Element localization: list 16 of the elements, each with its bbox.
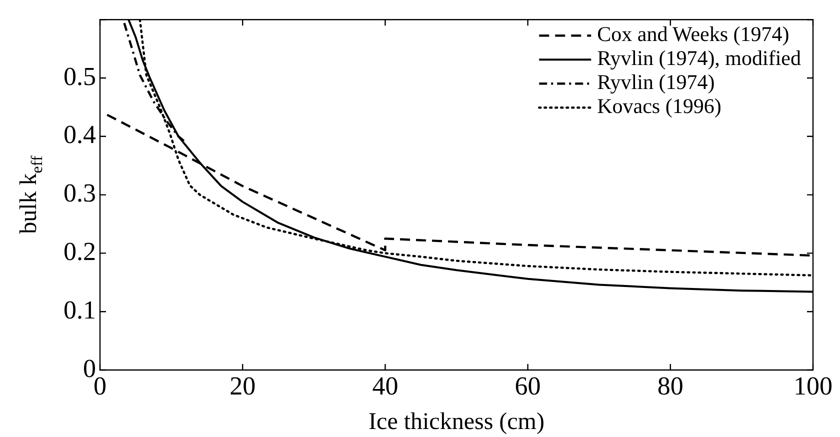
x-tick-label: 100: [794, 371, 832, 400]
legend-label: Ryvlin (1974), modified: [597, 46, 802, 70]
x-axis-title: Ice thickness (cm): [368, 408, 544, 435]
legend-label: Kovacs (1996): [597, 94, 722, 118]
x-tick-label: 40: [372, 371, 398, 400]
legend-label: Cox and Weeks (1974): [597, 22, 790, 46]
y-tick-label: 0.3: [64, 178, 96, 208]
y-axis-title: bulk keff: [16, 155, 46, 234]
y-tick-label: 0.5: [64, 62, 96, 91]
x-tick-label: 20: [230, 371, 256, 400]
y-tick-label: 0.1: [64, 295, 96, 324]
y-tick-label: 0.2: [64, 237, 96, 266]
legend-label: Ryvlin (1974): [597, 70, 715, 94]
x-tick-label: 80: [657, 371, 684, 400]
y-tick-label: 0.4: [64, 120, 96, 150]
x-tick-label: 60: [514, 371, 541, 400]
